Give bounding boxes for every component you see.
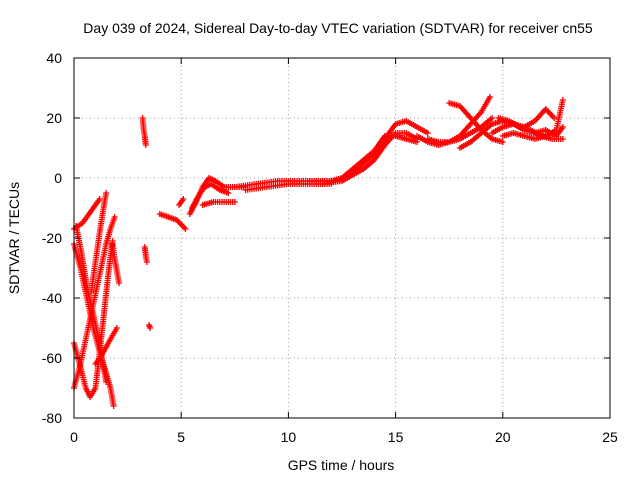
y-axis-label: SDTVAR / TECUs (6, 182, 22, 294)
series-track-f-rising (88, 190, 110, 295)
data-point (486, 94, 493, 100)
series-track-u-rise (339, 133, 421, 181)
y-tick-label: -20 (42, 230, 62, 246)
series-track-s-rise (306, 118, 431, 184)
series-track-m-rise (176, 196, 187, 208)
series-track-v-plateau (414, 94, 493, 148)
x-tick-label: 20 (495, 429, 511, 445)
series-track-x-hump (446, 100, 506, 145)
y-tick-label: 0 (54, 170, 62, 186)
data-point (559, 97, 566, 103)
x-axis-ticks: 0 5 10 15 20 25 (70, 58, 618, 445)
y-tick-label: -80 (42, 410, 62, 426)
data-point (489, 115, 496, 121)
data-point (113, 325, 120, 331)
x-tick-label: 25 (602, 429, 618, 445)
series-track-d-arc (71, 238, 116, 400)
plot-title: Day 039 of 2024, Sidereal Day-to-day VTE… (83, 20, 593, 36)
data-point (143, 259, 150, 265)
series-track-ab-wave (495, 115, 566, 142)
y-tick-label: -40 (42, 290, 62, 306)
series-track-h-short (109, 241, 123, 286)
data-points (71, 94, 566, 409)
data-point (111, 214, 118, 220)
data-point (182, 226, 189, 232)
y-axis-ticks: -80 -60 -40 -20 0 20 40 (42, 50, 610, 426)
y-tick-label: 40 (46, 50, 62, 66)
series-track-l-dip (156, 211, 189, 232)
series-track-g-low (92, 325, 120, 367)
x-tick-label: 15 (388, 429, 404, 445)
series-track-aa-wave (499, 97, 566, 142)
data-point (110, 403, 117, 409)
data-point (499, 139, 506, 145)
y-tick-label: -60 (42, 350, 62, 366)
data-point (225, 190, 232, 196)
x-tick-label: 0 (70, 429, 78, 445)
x-axis-label: GPS time / hours (288, 457, 395, 473)
data-point (96, 196, 103, 202)
data-point (559, 136, 566, 142)
data-point (103, 190, 110, 196)
series-track-j-spike (141, 244, 150, 265)
data-point (103, 379, 110, 385)
series-track-i-spike (139, 115, 149, 148)
grid-lines (74, 58, 610, 418)
data-point (180, 196, 187, 202)
data-point (116, 280, 123, 286)
x-tick-label: 10 (281, 429, 297, 445)
data-point (424, 130, 431, 136)
series-track-k-dot (146, 322, 154, 331)
y-tick-label: 20 (46, 110, 62, 126)
x-tick-label: 5 (177, 429, 185, 445)
series-track-p-low (199, 199, 238, 208)
series-track-w-plateau (424, 115, 496, 145)
data-point (147, 325, 154, 331)
data-point (142, 142, 149, 148)
data-point (231, 199, 238, 205)
series-track-o-hump (188, 181, 232, 211)
data-point (414, 139, 421, 145)
data-point (551, 115, 558, 121)
data-point (559, 124, 566, 130)
